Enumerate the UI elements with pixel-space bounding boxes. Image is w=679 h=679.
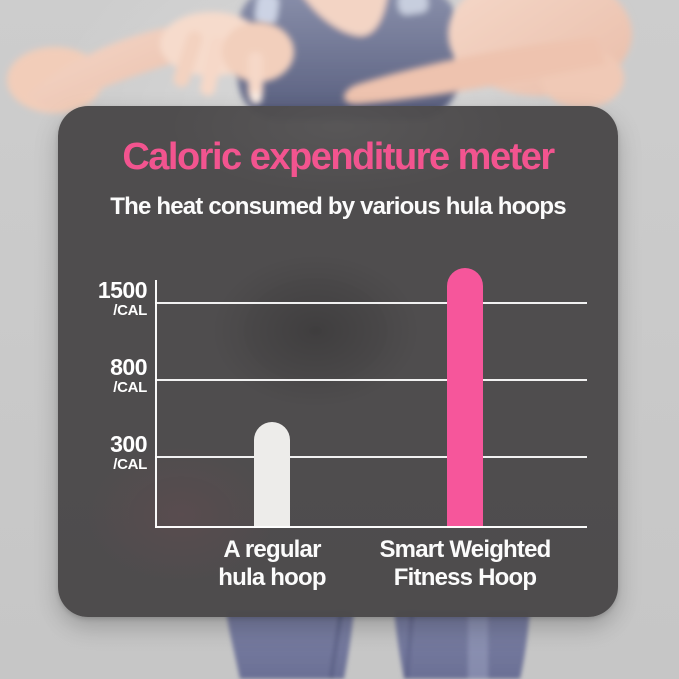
calorie-bar-chart: 1500 /CAL 800 /CAL 300 /CAL A regular hu…: [58, 106, 618, 617]
y-tick-value: 800: [110, 354, 147, 380]
category-line: Fitness Hoop: [393, 564, 537, 591]
y-axis-line: [155, 280, 157, 528]
caloric-meter-card: Caloric expenditure meter The heat consu…: [58, 106, 618, 617]
card-title: Caloric expenditure meter: [122, 136, 555, 178]
y-tick-1500: 1500 /CAL: [58, 277, 148, 319]
y-tick-value: 300: [110, 431, 147, 457]
y-tick-300: 300 /CAL: [58, 432, 147, 473]
y-tick-unit: /CAL: [113, 302, 147, 319]
category-line: hula hoop: [218, 564, 326, 591]
bar-regular-hula-hoop: [254, 422, 290, 528]
bar-smart-weighted-hoop: [447, 268, 483, 528]
x-axis-baseline: [155, 526, 587, 528]
arms-and-hands: [7, 0, 632, 113]
y-tick-unit: /CAL: [113, 379, 147, 396]
y-tick-unit: /CAL: [113, 456, 147, 473]
gridline-300: [155, 456, 587, 458]
gridline-800: [155, 379, 587, 381]
legs-leggings: [226, 610, 530, 679]
y-tick-800: 800 /CAL: [58, 355, 147, 396]
y-tick-value: 1500: [97, 277, 148, 303]
card-subtitle: The heat consumed by various hula hoops: [110, 193, 566, 220]
category-line: A regular: [223, 536, 321, 563]
category-line: Smart Weighted: [379, 536, 551, 563]
category-label-smart-hoop: Smart Weighted Fitness Hoop: [370, 536, 560, 592]
category-label-regular-hoop: A regular hula hoop: [177, 536, 367, 592]
gridline-1500: [155, 302, 587, 304]
